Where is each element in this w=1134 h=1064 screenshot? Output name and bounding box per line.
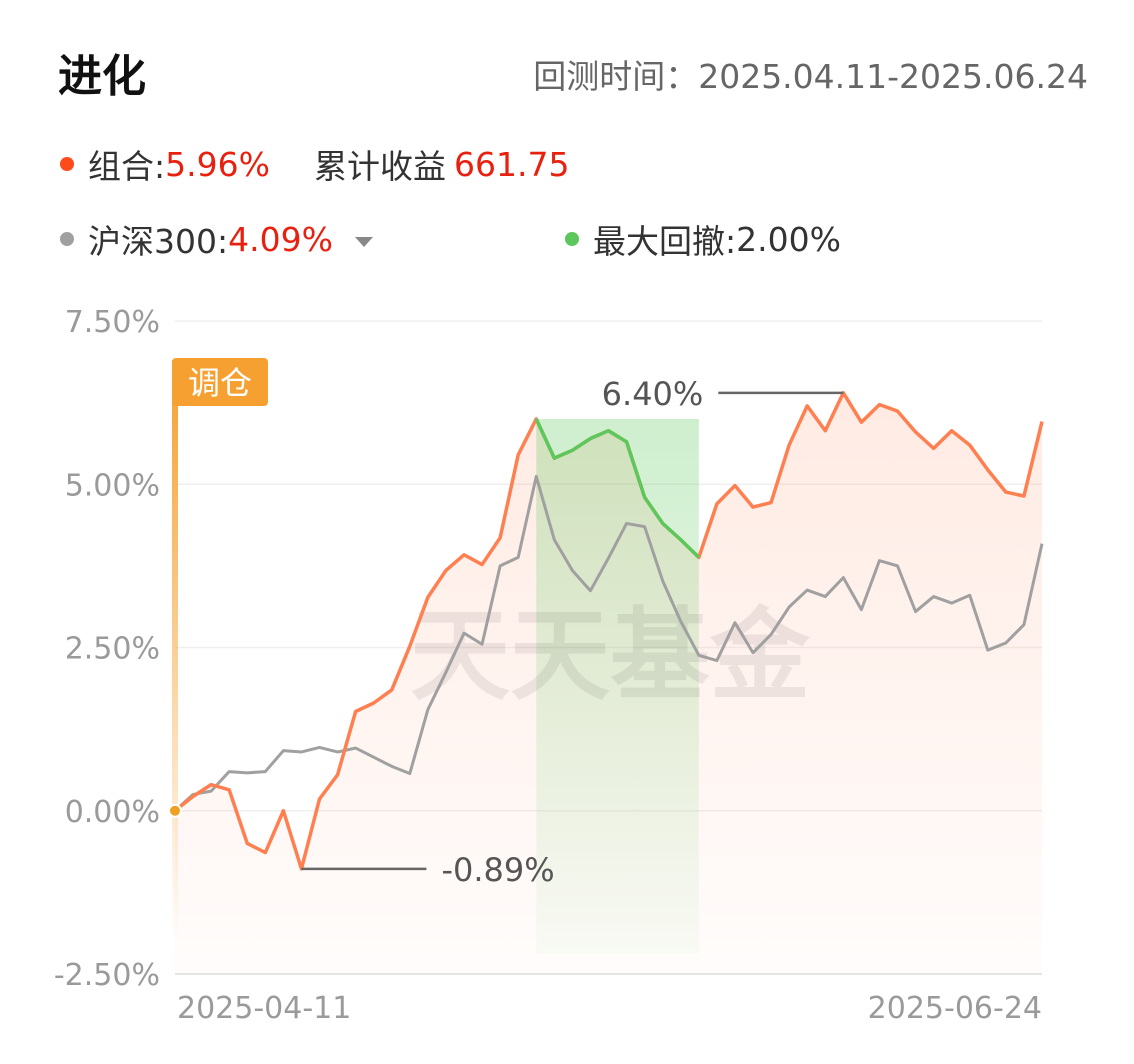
portfolio-label: 组合: bbox=[88, 147, 166, 186]
y-tick-label: -2.50% bbox=[54, 958, 160, 993]
x-tick-label: 2025-06-24 bbox=[868, 991, 1042, 1026]
portfolio-value: 5.96% bbox=[165, 144, 270, 184]
benchmark-label: 沪深300: bbox=[88, 222, 229, 261]
period-value: 2025.04.11-2025.06.24 bbox=[698, 57, 1088, 96]
y-tick-label: 7.50% bbox=[65, 305, 160, 340]
start-point bbox=[168, 803, 182, 818]
rebalance-badge bbox=[172, 358, 268, 406]
drawdown-value: 2.00% bbox=[736, 219, 841, 259]
cumulative-label: 累计收益 bbox=[313, 147, 446, 186]
backtest-period: 回测时间：2025.04.11-2025.06.24 bbox=[533, 50, 1088, 98]
drawdown-band bbox=[536, 418, 699, 954]
y-tick-label: 5.00% bbox=[65, 468, 160, 503]
benchmark-value: 4.09% bbox=[228, 219, 333, 259]
cumulative-value: 661.75 bbox=[453, 144, 570, 184]
watermark: 天天基金 bbox=[410, 596, 811, 714]
max-value-label: 6.40% bbox=[602, 375, 704, 413]
benchmark-dot-icon bbox=[60, 232, 74, 246]
benchmark-dropdown-icon[interactable] bbox=[354, 237, 373, 247]
min-value-label: -0.89% bbox=[441, 851, 554, 889]
legend-portfolio: 组合: 5.96% 累计收益 661.75 bbox=[60, 140, 569, 188]
y-tick-label: 2.50% bbox=[65, 632, 160, 667]
rebalance-badge-label: 调仓 bbox=[188, 364, 252, 402]
period-label: 回测时间： bbox=[533, 57, 699, 96]
rebalance-bar bbox=[172, 360, 178, 940]
y-tick-label: 0.00% bbox=[65, 795, 160, 830]
x-tick-label: 2025-04-11 bbox=[177, 991, 351, 1026]
legend-drawdown: 最大回撤: 2.00% bbox=[565, 215, 841, 263]
page-title: 进化 bbox=[58, 51, 146, 102]
drawdown-dot-icon bbox=[565, 232, 579, 246]
drawdown-label: 最大回撤: bbox=[593, 222, 737, 261]
benchmark-line bbox=[173, 474, 1044, 812]
drawdown-line bbox=[534, 418, 701, 559]
portfolio-dot-icon bbox=[60, 157, 74, 171]
legend-benchmark[interactable]: 沪深300: 4.09% bbox=[60, 215, 373, 263]
